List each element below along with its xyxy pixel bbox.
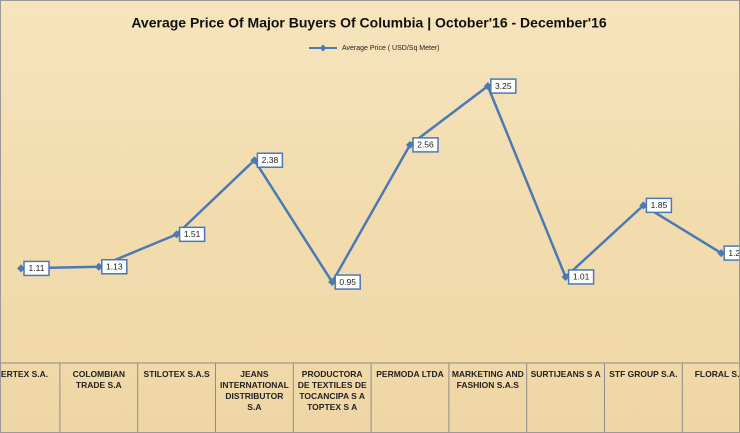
data-label-box bbox=[645, 197, 673, 214]
data-label: 1.01 bbox=[573, 272, 590, 282]
x-tick-label: JEANS INTERNATIONAL DISTRIBUTOR S.A bbox=[220, 369, 289, 412]
data-point bbox=[250, 156, 259, 165]
data-point bbox=[717, 249, 726, 258]
data-label: 0.95 bbox=[339, 277, 356, 287]
data-label-box bbox=[723, 245, 739, 261]
data-label: 2.38 bbox=[262, 155, 279, 165]
data-label: 1.85 bbox=[651, 200, 668, 210]
data-point bbox=[94, 262, 103, 271]
data-label-box bbox=[23, 260, 50, 277]
x-tick-label: PRODUCTORA DE TEXTILES DE TOCANCIPA S A … bbox=[297, 369, 367, 412]
x-tick-label: COLOMBIAN TRADE S.A bbox=[72, 369, 125, 390]
data-label-box bbox=[256, 152, 284, 168]
data-point bbox=[17, 264, 25, 273]
x-tick-label: MERTEX S.A. bbox=[0, 369, 49, 379]
x-tick-label: SURTIJEANS S A bbox=[530, 369, 601, 379]
x-tick-label: MARKETING AND FASHION S.A.S bbox=[451, 369, 524, 390]
data-point bbox=[639, 201, 648, 210]
x-tick-label: PERMODA LTDA bbox=[376, 369, 444, 379]
x-tick-label: STILOTEX S.A.S bbox=[143, 369, 210, 379]
data-label-box bbox=[101, 258, 128, 275]
data-point bbox=[483, 82, 492, 91]
line-series bbox=[20, 84, 722, 285]
legend-label: Average Price ( USD/Sq Meter) bbox=[342, 45, 440, 52]
data-label: 1.13 bbox=[106, 261, 123, 271]
data-label-box bbox=[178, 226, 206, 243]
data-label-box bbox=[334, 274, 361, 290]
data-label: 1.29 bbox=[728, 248, 739, 258]
data-point bbox=[561, 272, 570, 281]
data-point bbox=[328, 278, 337, 287]
data-label-box bbox=[490, 78, 517, 94]
data-point bbox=[406, 140, 414, 149]
data-label-box bbox=[567, 269, 595, 285]
x-tick-label: STF GROUP S.A. bbox=[609, 369, 678, 379]
data-label: 3.25 bbox=[495, 81, 512, 91]
data-label: 1.51 bbox=[184, 229, 201, 239]
legend-marker bbox=[319, 44, 327, 52]
data-label: 1.11 bbox=[29, 263, 45, 273]
data-label: 2.56 bbox=[417, 140, 434, 150]
x-tick-label: FLORAL S. A bbox=[694, 369, 740, 379]
data-point bbox=[172, 230, 181, 239]
data-label-box bbox=[412, 137, 439, 153]
chart-title: Average Price Of Major Buyers Of Columbi… bbox=[131, 15, 607, 31]
